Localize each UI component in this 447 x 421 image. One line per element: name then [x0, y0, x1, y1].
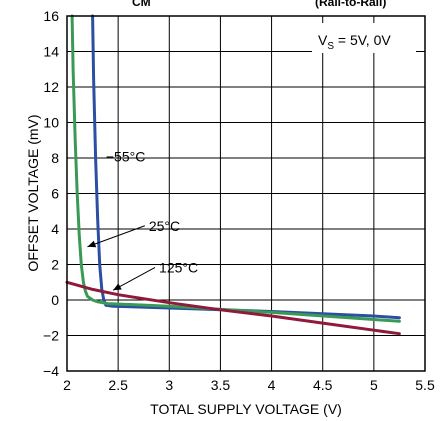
y-tick-label: 12 — [43, 79, 59, 95]
y-tick-labels: −4 −2 0 2 4 6 8 10 12 14 16 — [43, 8, 59, 379]
y-axis-label: OFFSET VOLTAGE (mV) — [25, 114, 41, 271]
y-tick-label: 14 — [43, 44, 59, 60]
condition-subscript: S — [327, 41, 334, 52]
series-line — [70, 14, 401, 323]
y-tick-label: 0 — [51, 292, 59, 308]
x-tick-label: 3.5 — [211, 377, 231, 393]
y-tick-label: 4 — [51, 221, 59, 237]
condition-label: VS = 5V, 0V — [318, 32, 391, 52]
title-fragment-left: CM — [132, 0, 151, 9]
x-tick-label: 2 — [63, 377, 71, 393]
x-tick-label: 5 — [370, 377, 378, 393]
annotation-label: 125°C — [159, 259, 198, 275]
annotation-leader — [87, 225, 146, 248]
y-tick-label: −2 — [43, 328, 59, 344]
plot-frame — [66, 15, 426, 372]
annotation-label: 25°C — [149, 218, 180, 234]
x-tick-labels: 2 2.5 3 3.5 4 4.5 5 5.5 — [63, 377, 435, 393]
condition-suffix: = 5V, 0V — [334, 32, 391, 48]
y-tick-label: 10 — [43, 115, 59, 131]
annotations: −55°C 25°C 125°C — [87, 149, 198, 291]
x-axis-label: TOTAL SUPPLY VOLTAGE (V) — [150, 401, 342, 417]
x-tick-label: 3 — [165, 377, 173, 393]
y-tick-label: −4 — [43, 363, 59, 379]
plot-border — [66, 15, 426, 372]
series-line — [91, 14, 401, 320]
condition-box — [312, 23, 416, 53]
annotation-label: −55°C — [106, 149, 145, 165]
x-tick-label: 2.5 — [108, 377, 128, 393]
annotation-arrowhead — [87, 240, 97, 248]
series-group — [65, 14, 401, 336]
grid — [66, 15, 426, 372]
annotation-arrowhead — [113, 283, 122, 291]
title-fragment-right: (Rail-to-Rail) — [315, 0, 386, 9]
y-tick-label: 2 — [51, 257, 59, 273]
x-tick-label: 4.5 — [313, 377, 333, 393]
y-tick-label: 8 — [51, 150, 59, 166]
x-tick-label: 4 — [268, 377, 276, 393]
series-line — [65, 280, 401, 336]
title-fragment: CM (Rail-to-Rail) — [132, 0, 386, 9]
x-tick-label: 5.5 — [415, 377, 435, 393]
y-tick-label: 16 — [43, 8, 59, 24]
y-tick-label: 6 — [51, 186, 59, 202]
condition-prefix: V — [318, 32, 328, 48]
